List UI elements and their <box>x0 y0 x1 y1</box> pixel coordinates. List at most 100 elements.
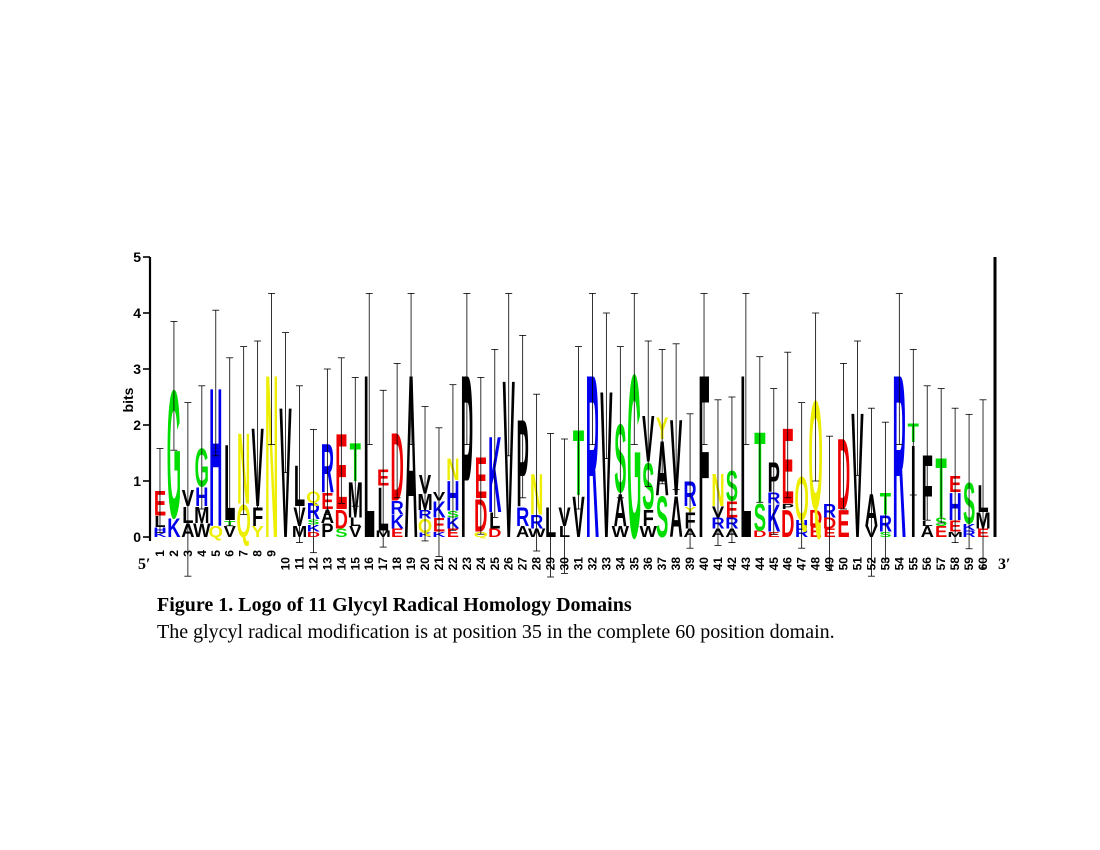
logo-letter-G: G <box>167 351 181 556</box>
logo-letter-H: H <box>209 347 222 568</box>
position-label: 10 <box>279 557 293 571</box>
logo-letter-E: E <box>809 523 821 540</box>
logo-letter-A: A <box>321 507 335 529</box>
logo-letter-S: S <box>335 527 347 540</box>
position-label: 37 <box>655 557 669 571</box>
position-label: 50 <box>837 557 851 571</box>
position-label: 35 <box>627 557 641 571</box>
position-labels: 1 2 3 4 5 6 7 8 910 11 12 13 14 15 16 17 18 19 20 21 22 23 24 2… <box>153 550 990 571</box>
logo-letter-P: P <box>782 502 794 511</box>
logo-letter-M: M <box>194 503 209 529</box>
position-label: 20 <box>418 557 432 571</box>
position-label: 8 <box>251 550 265 557</box>
position-label: 44 <box>753 557 767 571</box>
position-label: 24 <box>474 557 488 571</box>
logo-letter-P: P <box>321 521 333 543</box>
logo-letter-W: W <box>612 523 630 540</box>
position-label: 25 <box>488 557 502 571</box>
position-label: 58 <box>948 557 962 571</box>
position-label: 55 <box>906 557 920 571</box>
logo-letter-A: A <box>404 327 417 588</box>
logo-letter-F: F <box>252 501 263 531</box>
position-label: 46 <box>781 557 795 571</box>
logo-letter-Y: Y <box>251 523 264 540</box>
position-label: 17 <box>376 557 390 571</box>
logo-letter-L: L <box>489 509 500 535</box>
figure-caption: The glycyl radical modification is at po… <box>157 621 835 643</box>
position-label: 30 <box>558 557 572 571</box>
logo-letter-R: R <box>516 501 529 531</box>
logo-letter-N: N <box>265 327 278 588</box>
position-label: 54 <box>892 557 906 571</box>
logo-letter-F: F <box>698 327 709 588</box>
logo-letter-K: K <box>432 530 446 539</box>
logo-letter-G: G <box>627 327 641 588</box>
position-label: 4 <box>195 550 209 557</box>
position-label: 14 <box>334 557 348 571</box>
logo-letter-S: S <box>642 450 654 524</box>
logo-letter-V: V <box>224 523 237 540</box>
position-label: 34 <box>613 557 627 571</box>
logo-letter-Q: Q <box>209 523 223 540</box>
position-label: 38 <box>669 557 683 571</box>
position-label: 18 <box>390 557 404 571</box>
position-label: 7 <box>237 550 251 557</box>
position-label: 21 <box>432 557 446 571</box>
y-tick-label: 5 <box>133 249 141 265</box>
logo-letter-F: F <box>643 506 654 532</box>
position-label: 6 <box>223 550 237 557</box>
logo-letter-V: V <box>349 523 362 540</box>
logo-letter-E: E <box>837 502 849 545</box>
position-label: 12 <box>306 557 320 571</box>
position-label: 56 <box>920 557 934 571</box>
y-tick-label: 0 <box>133 529 141 545</box>
position-label: 27 <box>516 557 530 571</box>
position-label: 11 <box>292 557 306 570</box>
y-tick-label: 3 <box>133 361 141 377</box>
position-label: 33 <box>599 557 613 571</box>
position-label: 43 <box>739 557 753 571</box>
position-label: 47 <box>795 557 809 571</box>
logo-letter-D: D <box>781 502 794 545</box>
position-label: 49 <box>823 557 837 571</box>
position-label: 23 <box>460 557 474 571</box>
logo-letter-A: A <box>516 523 529 540</box>
position-label: 40 <box>697 557 711 571</box>
logo-letter-W: W <box>640 523 658 540</box>
logo-letter-K: K <box>153 532 166 539</box>
logo-letter-E: E <box>935 523 947 540</box>
logo-letter-V: V <box>433 491 446 504</box>
position-label: 39 <box>683 557 697 571</box>
position-label: 41 <box>711 557 725 571</box>
logo-letter-P: P <box>461 327 473 588</box>
logo-letter-D: D <box>488 527 501 540</box>
logo-letter-L: L <box>740 327 751 588</box>
position-label: 28 <box>530 557 544 571</box>
position-label: 57 <box>934 557 948 571</box>
position-label: 16 <box>362 557 376 571</box>
logo-letter-V: V <box>600 347 612 582</box>
position-label: 3 <box>181 550 195 557</box>
position-label: 42 <box>725 557 739 571</box>
error-bars <box>156 292 987 578</box>
logo-letter-D: D <box>809 506 822 532</box>
position-label: 13 <box>320 557 334 571</box>
logo-letter-Q: Q <box>237 495 251 548</box>
logo-letter-A: A <box>921 523 934 540</box>
y-tick-label: 1 <box>133 473 141 489</box>
logo-letter-R: R <box>586 327 599 588</box>
position-label: 53 <box>878 557 892 571</box>
y-tick-label: 2 <box>133 417 141 433</box>
logo-letter-A: A <box>669 486 682 551</box>
position-label: 9 <box>265 550 279 557</box>
y-tick-label: 4 <box>133 305 141 321</box>
figure-title: Figure 1. Logo of 11 Glycyl Radical Homo… <box>157 594 632 616</box>
position-label: 48 <box>809 557 823 571</box>
logo-letter-V: V <box>279 370 291 578</box>
three-prime-label: 3′ <box>998 556 1011 573</box>
position-label: 19 <box>404 557 418 571</box>
position-label: 32 <box>585 557 599 571</box>
logo-letter-E: E <box>391 527 403 540</box>
logo-letter-R: R <box>390 498 404 520</box>
